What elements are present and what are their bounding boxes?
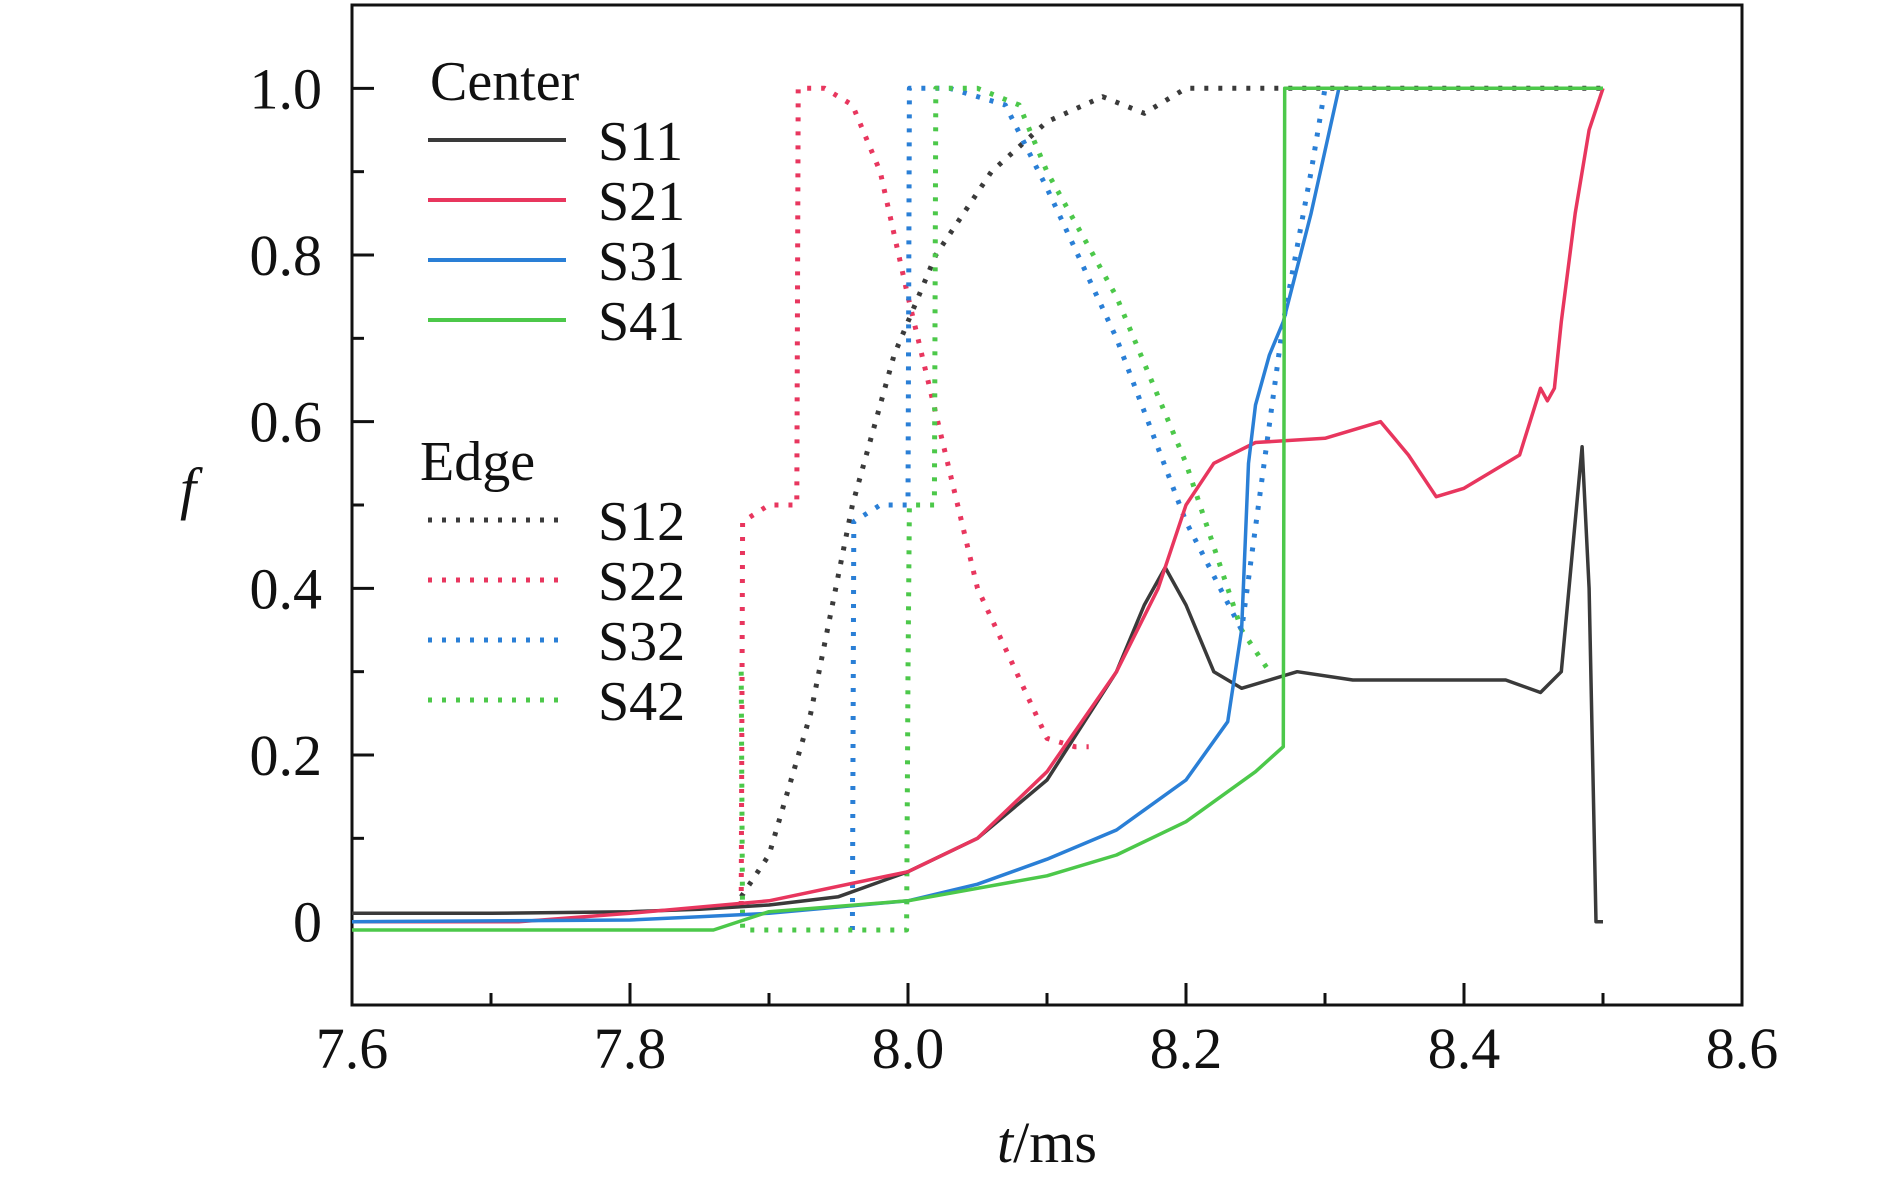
x-tick-label: 7.8 [594,1016,667,1081]
x-tick-label: 8.6 [1706,1016,1779,1081]
y-tick-label: 0.8 [250,223,323,288]
y-tick-label: 0.6 [250,390,323,455]
legend-label: S22 [598,551,685,613]
y-tick-label: 0.4 [250,556,323,621]
series-s31-line [351,86,1603,924]
x-tick-label: 8.2 [1150,1016,1223,1081]
y-tick-label: 0 [293,890,322,955]
series-s42-line [738,85,1272,933]
series-layer [351,85,1605,933]
plot-frame [350,3,1744,1007]
series-s12-line [739,85,1603,899]
legend-label: S41 [598,291,685,353]
legend-label: S21 [598,171,685,233]
legend-label: S31 [598,231,685,293]
x-axis-title: t/ms [997,1110,1097,1175]
series-s21-line [352,87,1605,924]
axis-ticks [350,86,1744,1007]
x-tick-label: 8.0 [872,1016,945,1081]
x-axis-title-unit: /ms [1013,1110,1097,1175]
series-s32-line [849,85,1328,931]
legend-label: S32 [598,611,685,673]
series-s11-line [352,444,1603,924]
x-tick-label: 7.6 [316,1016,389,1081]
legend-label: S12 [598,491,685,553]
x-axis-title-var: t [997,1110,1015,1175]
y-axis-title: f [180,456,203,521]
legend-label: S42 [598,671,685,733]
x-tick-label: 8.4 [1428,1016,1501,1081]
legend-label: S11 [598,111,683,173]
y-tick-label: 0.2 [250,723,323,788]
legend-group-title: Edge [420,431,535,493]
series-s22-line [738,85,1089,906]
y-tick-label: 1.0 [250,56,323,121]
series-s41-line [352,86,1603,932]
axis-tick-labels: 7.6 7.8 8.0 8.2 8.4 8.6 0 0.2 0.4 0.6 0.8 1.0 [250,56,1779,1081]
legend-group-title: Center [430,51,580,113]
